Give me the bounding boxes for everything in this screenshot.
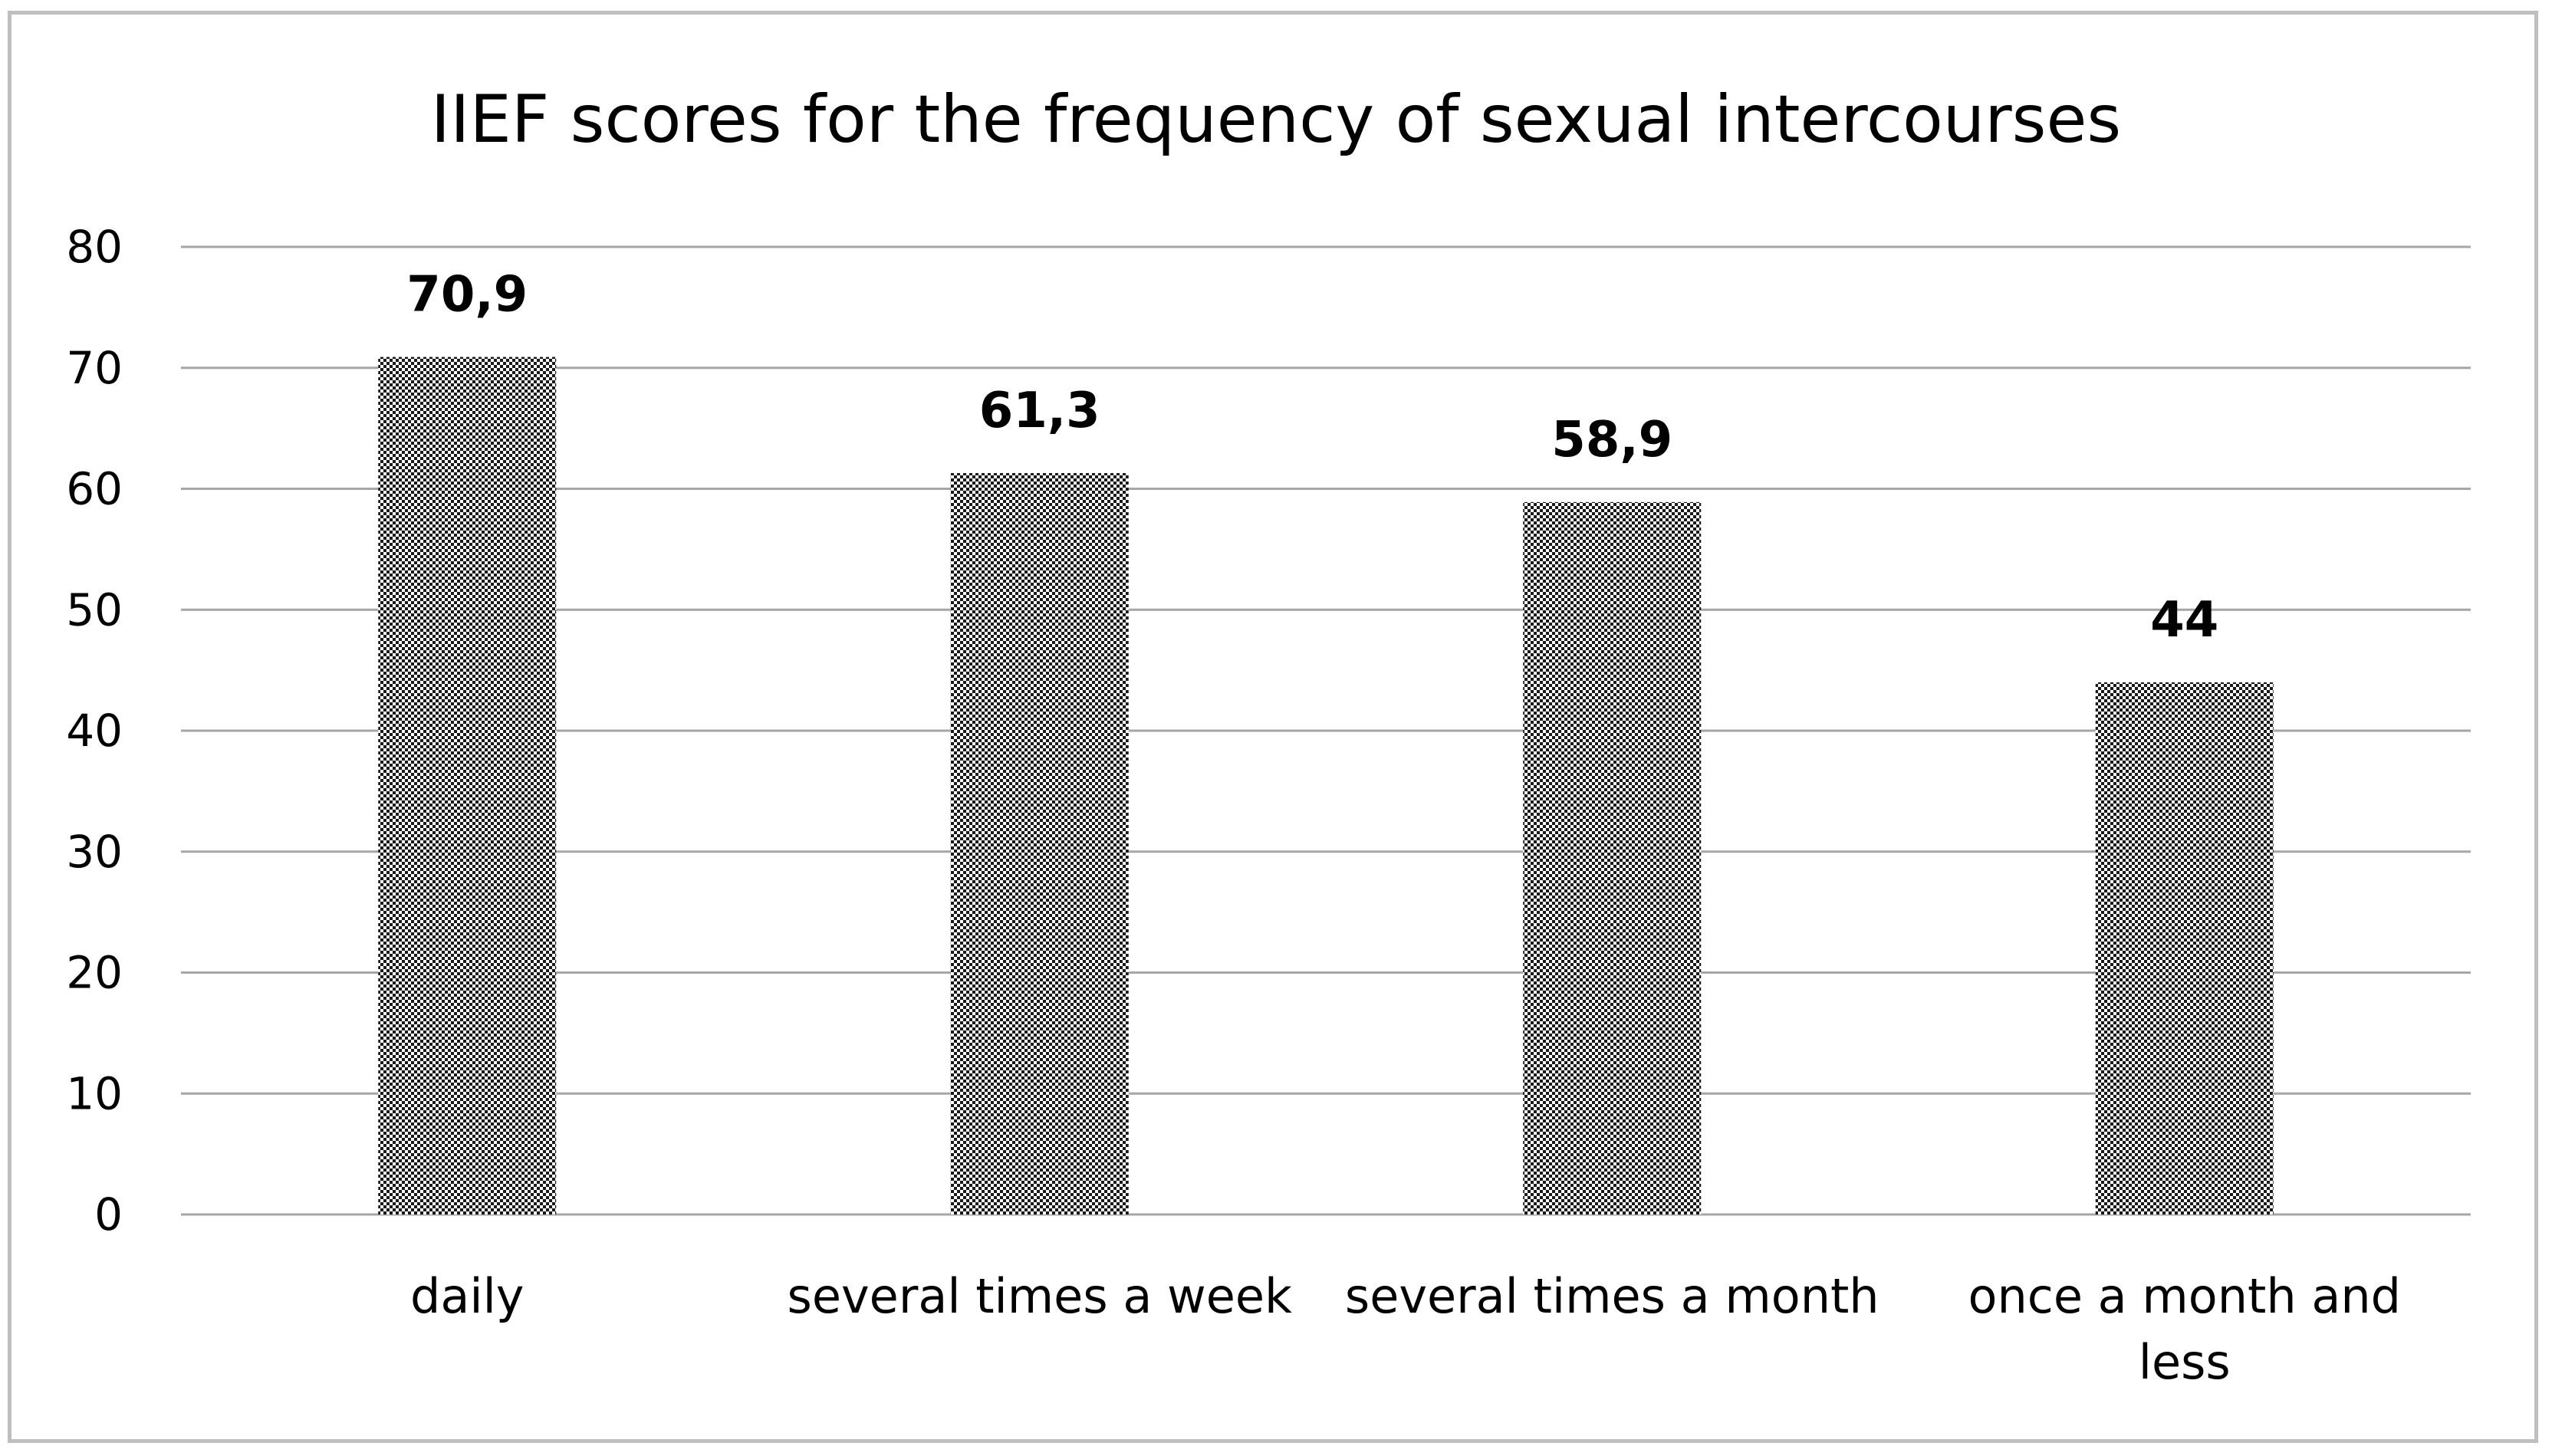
chart-title: IIEF scores for the frequency of sexual …: [431, 81, 2121, 158]
data-labels: 70,9 61,3 58,9 44: [406, 267, 2218, 649]
x-axis-categories: daily several times a week several times a…: [410, 1268, 2401, 1390]
x-category-label: less: [2139, 1334, 2231, 1390]
y-tick-label: 30: [66, 826, 123, 878]
gridlines: [181, 245, 2471, 1216]
data-label: 70,9: [406, 267, 528, 324]
bar: [2095, 682, 2274, 1214]
x-category-label: several times a week: [788, 1268, 1292, 1324]
bars: [378, 357, 2274, 1214]
y-tick-label: 10: [66, 1067, 123, 1119]
data-label: 44: [2150, 592, 2218, 649]
bar: [950, 472, 1129, 1214]
y-tick-label: 20: [66, 947, 123, 999]
x-category-label: once a month and: [1968, 1268, 2401, 1324]
x-category-label: daily: [410, 1268, 525, 1324]
x-category-label: several times a month: [1345, 1268, 1879, 1324]
y-tick-label: 40: [66, 705, 123, 757]
data-label: 61,3: [979, 383, 1100, 439]
y-tick-label: 50: [66, 583, 123, 636]
y-tick-label: 60: [66, 463, 123, 515]
bar: [378, 357, 557, 1214]
y-axis-ticks: 0 10 20 30 40 50 60 70 80: [66, 221, 123, 1241]
data-label: 58,9: [1551, 412, 1672, 468]
y-tick-label: 0: [94, 1188, 123, 1241]
y-tick-label: 70: [66, 342, 123, 394]
y-tick-label: 80: [66, 221, 123, 273]
bar: [1523, 501, 1702, 1214]
